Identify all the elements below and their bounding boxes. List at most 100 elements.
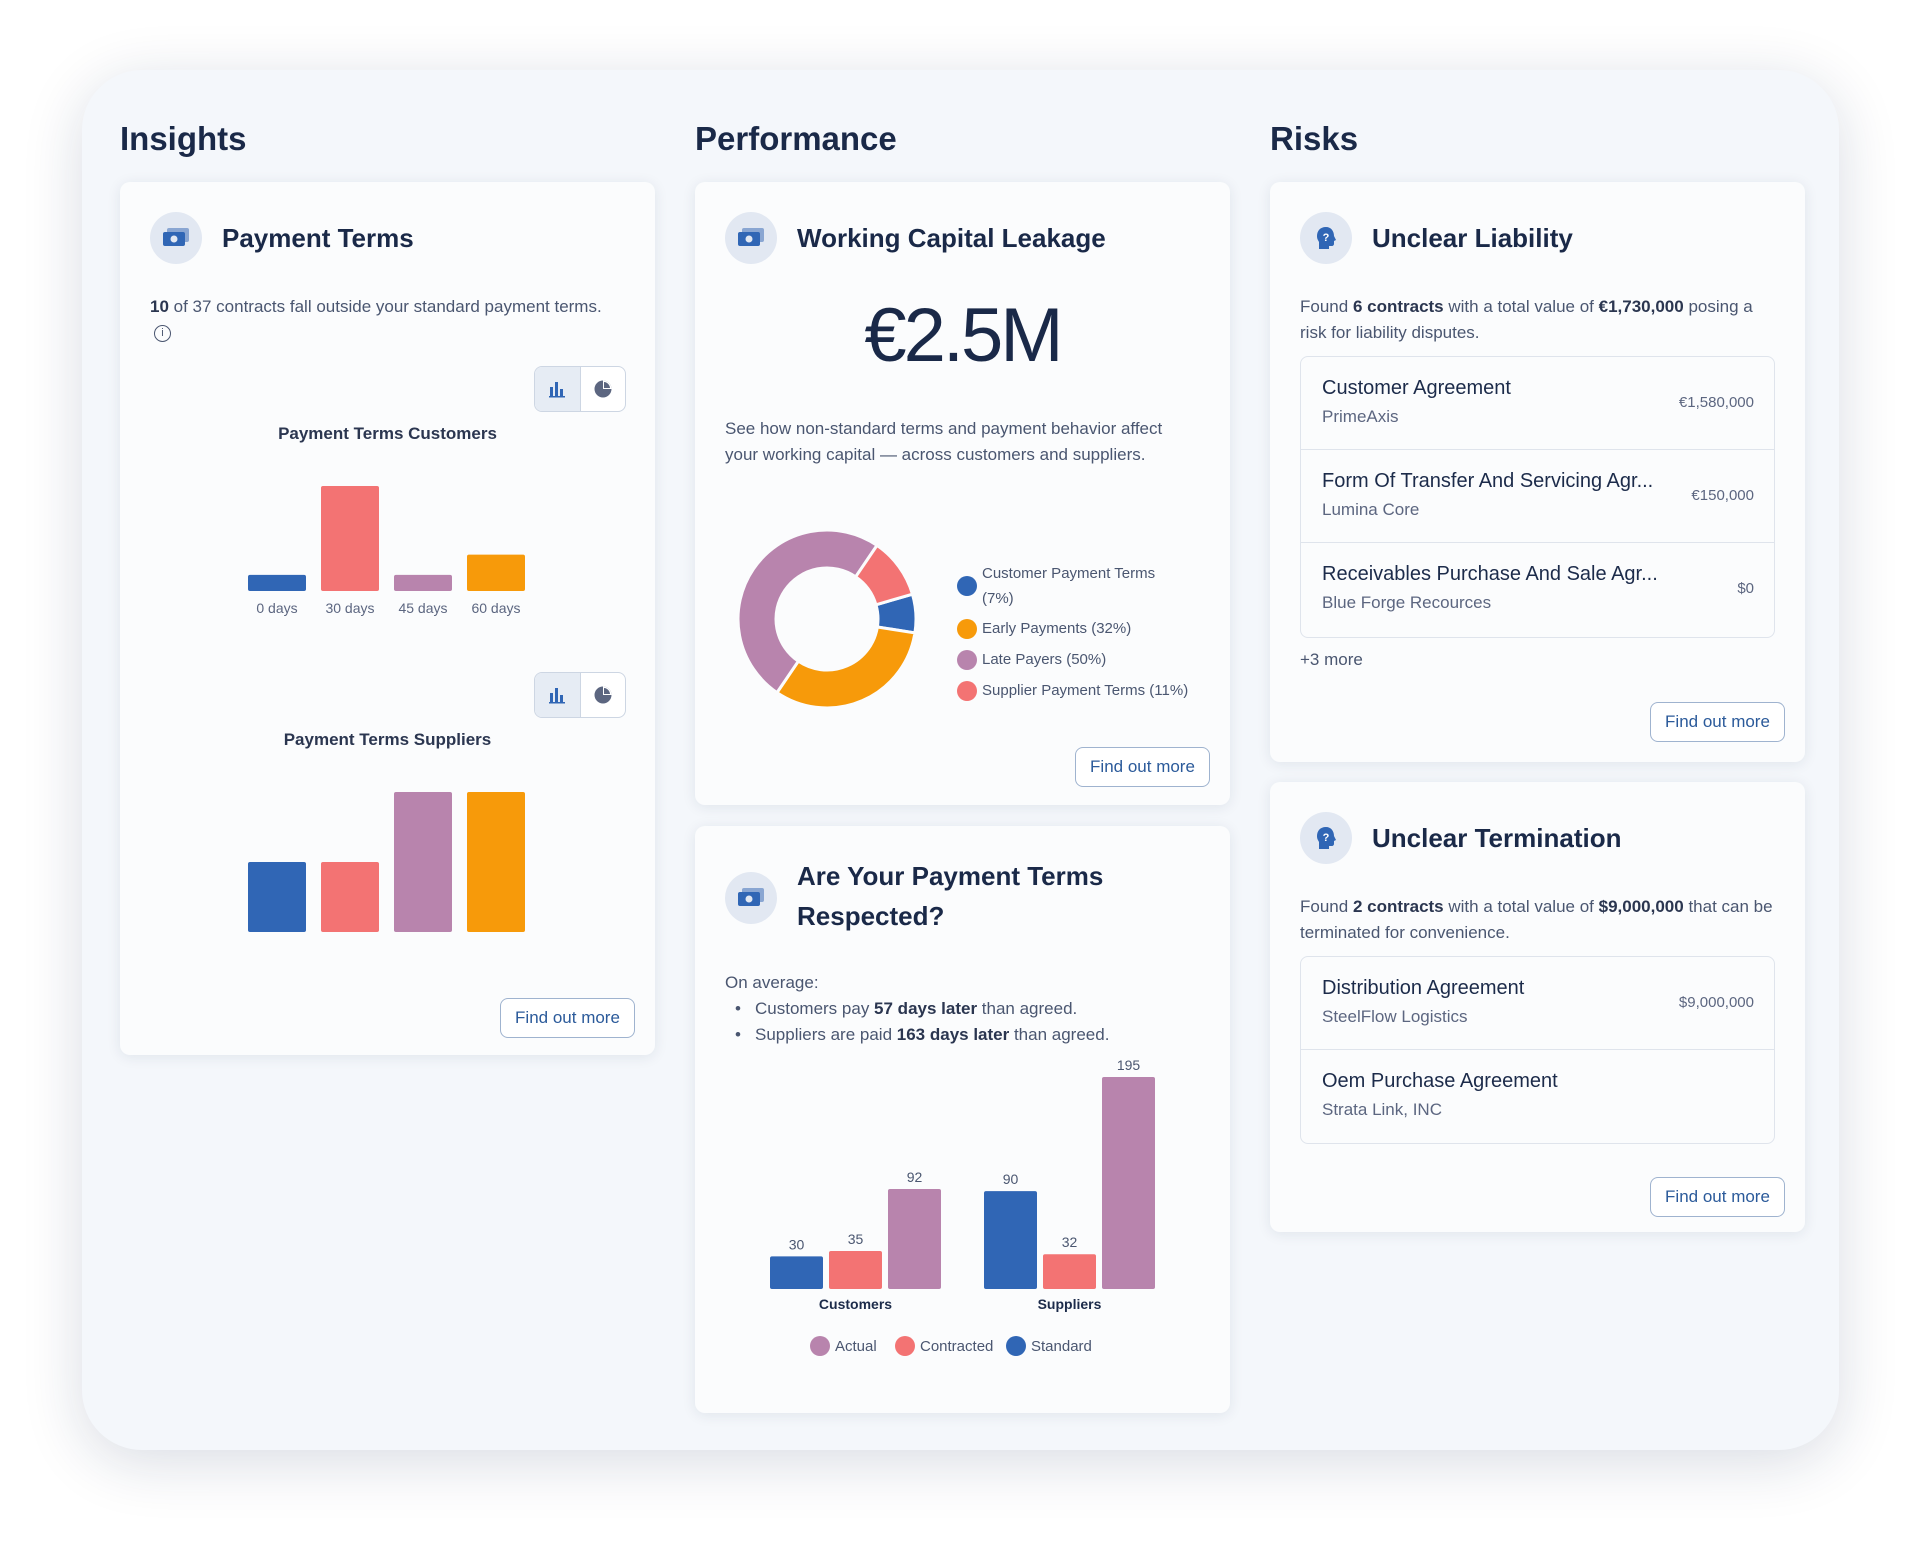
svg-text:?: ? xyxy=(1323,832,1330,844)
legend-item: Early Payments (32%) xyxy=(982,620,1132,637)
svg-text:?: ? xyxy=(1323,232,1330,244)
legend-label: Actual xyxy=(835,1338,877,1355)
termination-contract-list: Distribution Agreement SteelFlow Logisti… xyxy=(1300,956,1775,1144)
bar[interactable] xyxy=(467,554,525,591)
contract-row[interactable]: Distribution Agreement SteelFlow Logisti… xyxy=(1301,957,1774,1050)
contract-value: €150,000 xyxy=(1691,487,1754,504)
bar[interactable] xyxy=(829,1250,882,1289)
tick-label: 15 days xyxy=(252,941,301,942)
contract-party: SteelFlow Logistics xyxy=(1322,1007,1468,1026)
unclear-termination-description: Found 2 contracts with a total value of … xyxy=(1300,897,1773,942)
unclear-liability-description: Found 6 contracts with a total value of … xyxy=(1300,297,1753,342)
bar[interactable] xyxy=(321,862,379,932)
money-icon xyxy=(150,212,202,264)
tick-label: 45 days xyxy=(398,600,447,616)
legend-dot xyxy=(957,650,977,670)
contract-name: Form Of Transfer And Servicing Agr... xyxy=(1322,470,1654,492)
legend-item: Late Payers (50%) xyxy=(982,651,1107,668)
contract-row[interactable]: Customer Agreement PrimeAxis €1,580,000 xyxy=(1301,357,1774,450)
find-out-more-button[interactable]: Find out more xyxy=(1075,747,1210,787)
contract-name: Distribution Agreement xyxy=(1322,977,1525,999)
average-summary: On average: • Customers pay 57 days later… xyxy=(725,973,1110,1044)
contract-value: $0 xyxy=(1737,580,1754,597)
working-capital-donut-chart xyxy=(736,528,918,710)
data-label: 30 xyxy=(789,1236,805,1252)
suppliers-bar-chart: 15 days 27 days 30 days 45 days xyxy=(248,792,525,942)
bar-chart-icon[interactable] xyxy=(535,367,581,411)
tick-label: 30 days xyxy=(398,941,447,942)
insights-heading: Insights xyxy=(120,120,247,157)
days-grouped-bar-chart: 30 90 35 32 92 195 Customers Suppliers Actual Con… xyxy=(770,1057,1155,1356)
info-icon[interactable]: i xyxy=(154,325,171,342)
leakage-amount: €2.5M xyxy=(864,293,1063,378)
bar[interactable] xyxy=(394,574,452,591)
money-icon xyxy=(725,872,777,924)
legend-label: Contracted xyxy=(920,1338,993,1355)
unclear-liability-title: Unclear Liability xyxy=(1372,223,1573,253)
chart-type-toggle xyxy=(534,672,626,718)
legend-dot xyxy=(957,576,977,596)
pie-chart-icon[interactable] xyxy=(581,367,626,411)
find-out-more-button[interactable]: Find out more xyxy=(1650,702,1785,742)
data-label: 32 xyxy=(1062,1234,1078,1250)
data-label: 35 xyxy=(848,1231,864,1247)
legend-dot xyxy=(810,1336,830,1356)
bar[interactable] xyxy=(321,486,379,591)
legend-item: Supplier Payment Terms (11%) xyxy=(982,682,1189,699)
bar[interactable] xyxy=(394,792,452,932)
more-contracts-link[interactable]: +3 more xyxy=(1300,650,1363,669)
tick-label: 0 days xyxy=(256,600,297,616)
contract-row[interactable]: Form Of Transfer And Servicing Agr... Lu… xyxy=(1301,450,1774,543)
tick-label: 30 days xyxy=(325,600,374,616)
donut-slice[interactable] xyxy=(853,543,915,607)
donut-slice[interactable] xyxy=(736,528,880,695)
find-out-more-button[interactable]: Find out more xyxy=(500,998,635,1038)
data-label: 90 xyxy=(1003,1171,1019,1187)
risks-heading: Risks xyxy=(1270,120,1359,157)
contract-party: Strata Link, INC xyxy=(1322,1100,1442,1119)
bar-chart-icon[interactable] xyxy=(535,673,581,717)
chart-title: Payment Terms Suppliers xyxy=(283,730,492,749)
find-out-more-button[interactable]: Find out more xyxy=(1650,1177,1785,1217)
payment-terms-description: 10 of 37 contracts fall outside your sta… xyxy=(150,294,620,346)
working-capital-description: See how non-standard terms and payment b… xyxy=(725,419,1163,464)
category-label: Customers xyxy=(819,1296,892,1312)
legend-item: Customer Payment Terms (7%) xyxy=(982,565,1156,607)
contract-value: $9,000,000 xyxy=(1678,994,1754,1011)
legend-dot xyxy=(1006,1336,1026,1356)
chart-type-toggle xyxy=(534,366,626,412)
bar[interactable] xyxy=(1102,1077,1155,1289)
pie-chart-icon[interactable] xyxy=(581,673,626,717)
payment-terms-respected-title: Are Your Payment Terms Respected? xyxy=(797,861,1104,931)
bar[interactable] xyxy=(248,862,306,932)
question-head-icon: ? xyxy=(1300,212,1352,264)
chart-title: Payment Terms Customers xyxy=(278,424,497,443)
payment-terms-title: Payment Terms xyxy=(222,223,414,253)
unclear-termination-card: ? Unclear Termination Found 2 contracts … xyxy=(1270,782,1805,1232)
contract-party: PrimeAxis xyxy=(1322,407,1399,426)
tick-label: 45 days xyxy=(471,941,520,942)
bar[interactable] xyxy=(248,574,306,591)
bar[interactable] xyxy=(888,1188,941,1289)
bar[interactable] xyxy=(1043,1254,1096,1289)
bar[interactable] xyxy=(770,1256,823,1289)
liability-contract-list: Customer Agreement PrimeAxis €1,580,000 … xyxy=(1300,356,1775,638)
category-label: Suppliers xyxy=(1038,1296,1102,1312)
contract-name: Receivables Purchase And Sale Agr... xyxy=(1322,563,1658,585)
tick-label: 27 days xyxy=(325,941,374,942)
payment-terms-card: Payment Terms 10 of 37 contracts fall ou… xyxy=(120,182,655,1055)
data-label: 92 xyxy=(907,1169,923,1185)
bar[interactable] xyxy=(467,792,525,932)
performance-heading: Performance xyxy=(695,120,897,157)
unclear-liability-card: ? Unclear Liability Found 6 contracts wi… xyxy=(1270,182,1805,762)
tick-label: 60 days xyxy=(471,600,520,616)
contract-name: Oem Purchase Agreement xyxy=(1322,1070,1558,1092)
contract-row[interactable]: Oem Purchase Agreement Strata Link, INC xyxy=(1301,1050,1774,1143)
contract-row[interactable]: Receivables Purchase And Sale Agr... Blu… xyxy=(1301,543,1774,636)
working-capital-card: Working Capital Leakage €2.5M See how no… xyxy=(695,182,1230,805)
contract-name: Customer Agreement xyxy=(1322,377,1511,399)
legend-dot xyxy=(957,619,977,639)
payment-terms-respected-card: Are Your Payment Terms Respected? On aver… xyxy=(695,826,1230,1413)
bar[interactable] xyxy=(984,1191,1037,1289)
donut-slice[interactable] xyxy=(774,625,917,710)
